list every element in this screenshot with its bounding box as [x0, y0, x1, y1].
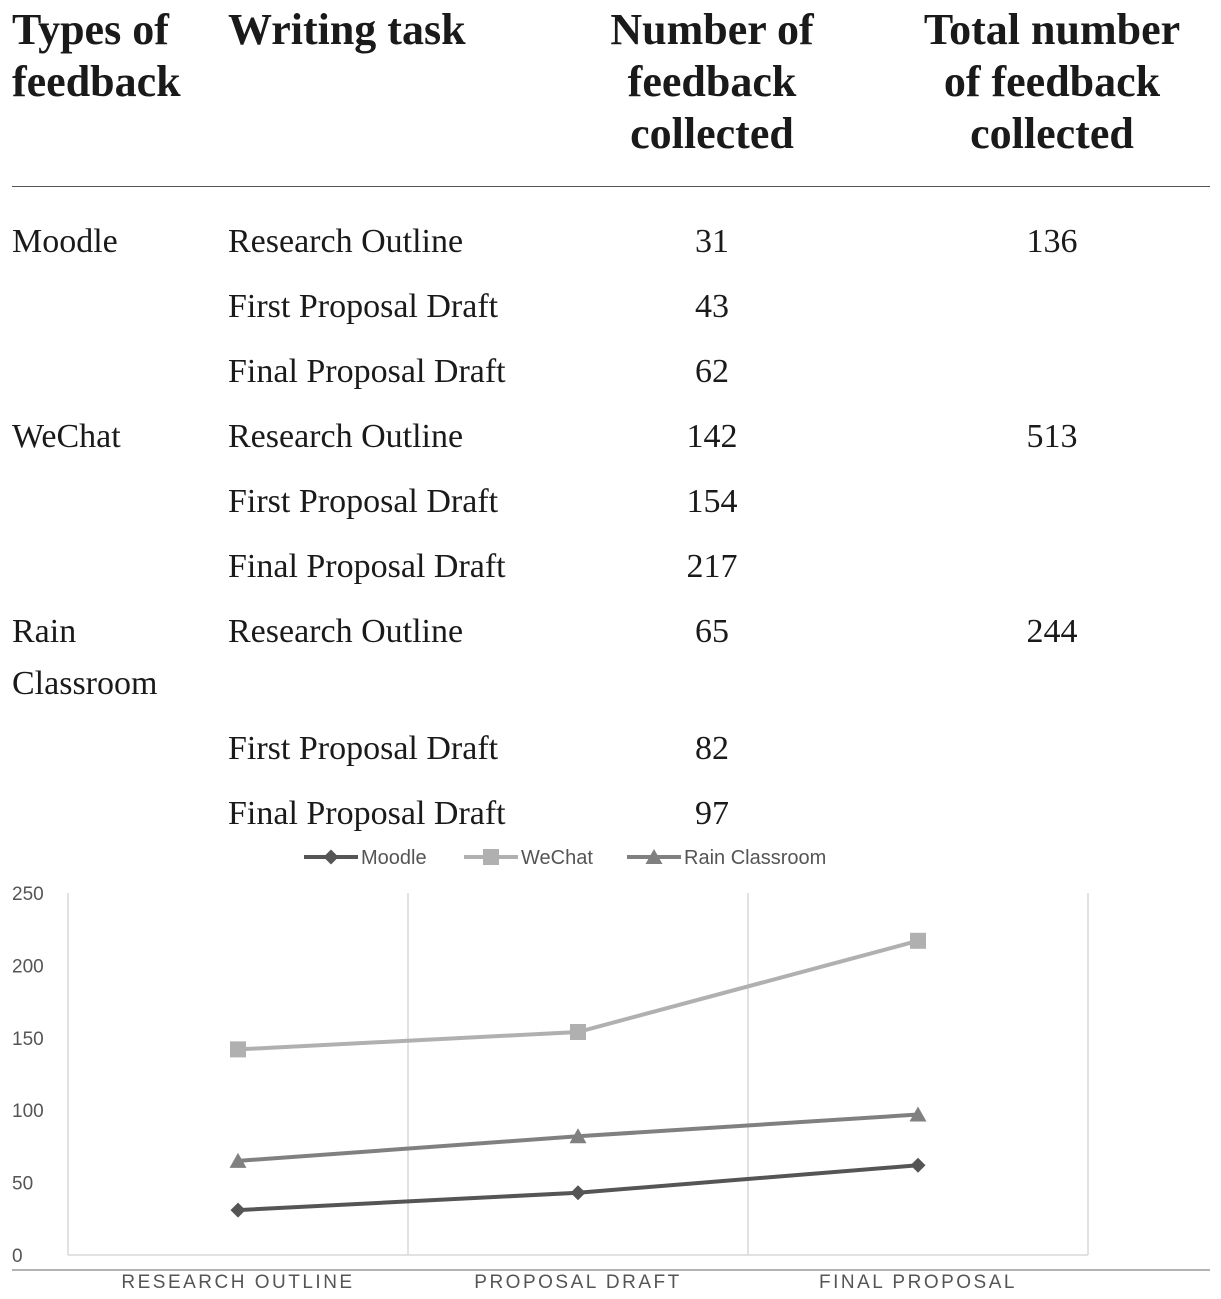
data-point	[230, 1041, 246, 1058]
header-number-collected: Number of feedback collected	[572, 4, 852, 160]
legend-item: Moodle	[304, 847, 427, 869]
x-tick-label: FINAL PROPOSAL	[819, 1272, 1017, 1293]
data-point	[909, 1106, 927, 1122]
platform-name-line: Rain	[12, 613, 77, 650]
platform-name: Moodle	[12, 216, 212, 268]
header-types-line: feedback	[12, 57, 181, 106]
data-point	[570, 1024, 586, 1041]
legend-item: WeChat	[464, 847, 593, 869]
writing-task: Final Proposal Draft	[228, 353, 506, 390]
header-number-line: Number of	[610, 5, 814, 54]
feedback-count: 97	[695, 795, 729, 832]
feedback-count: 217	[686, 548, 738, 585]
data-point	[229, 1152, 247, 1168]
total-count: 513	[1026, 418, 1078, 455]
writing-task: Final Proposal Draft	[228, 795, 506, 832]
legend-label: Rain Classroom	[684, 847, 826, 869]
feedback-count: 31	[695, 223, 729, 260]
total-count: 244	[1026, 613, 1078, 650]
feedback-count: 82	[695, 730, 729, 767]
data-point	[910, 1157, 926, 1173]
header-divider	[12, 186, 1210, 187]
legend-item: Rain Classroom	[627, 847, 826, 869]
writing-task: First Proposal Draft	[228, 730, 499, 767]
header-total-collected: Total number of feedback collected	[892, 4, 1212, 160]
data-point	[569, 1128, 587, 1144]
legend-marker	[483, 849, 499, 865]
feedback-count: 65	[695, 613, 729, 650]
platform-name-line: Moodle	[12, 223, 118, 260]
series-rain-classroom	[229, 1106, 927, 1168]
legend-label: Moodle	[361, 847, 427, 869]
header-total-line: of feedback	[943, 57, 1161, 106]
feedback-count: 43	[695, 288, 729, 325]
series-moodle	[230, 1157, 926, 1218]
writing-task: Research Outline	[228, 223, 464, 260]
header-types-of-feedback: Types of feedback	[12, 4, 212, 108]
feedback-count: 154	[686, 483, 738, 520]
total-count: 136	[1026, 223, 1078, 260]
y-tick-label: 250	[12, 884, 44, 905]
header-task-line: Writing task	[228, 5, 466, 54]
feedback-count: 62	[695, 353, 729, 390]
line-chart: 0 50 100 150 200 250 RESEARCH OUTLINE PROPOSAL …	[12, 847, 1210, 1293]
writing-task: Research Outline	[228, 418, 464, 455]
platform-name: WeChat	[12, 411, 212, 463]
writing-task: Research Outline	[228, 613, 464, 650]
platform-name-line: Classroom	[12, 665, 158, 702]
data-point	[910, 932, 926, 949]
feedback-count: 142	[686, 418, 738, 455]
writing-task: First Proposal Draft	[228, 288, 499, 325]
legend-marker	[645, 849, 663, 864]
header-number-line: collected	[630, 109, 794, 158]
x-tick-label: RESEARCH OUTLINE	[121, 1272, 354, 1293]
y-tick-label: 200	[12, 956, 44, 977]
legend-marker	[323, 849, 339, 865]
header-number-line: feedback	[627, 57, 797, 106]
writing-task: First Proposal Draft	[228, 483, 499, 520]
header-total-line: collected	[970, 109, 1134, 158]
writing-task: Final Proposal Draft	[228, 548, 506, 585]
y-tick-label: 150	[12, 1029, 44, 1050]
data-point	[570, 1185, 586, 1201]
header-types-line: Types of	[12, 5, 169, 54]
platform-name-line: WeChat	[12, 418, 121, 455]
platform-name: Rain Classroom	[12, 606, 212, 710]
header-writing-task: Writing task	[228, 4, 588, 56]
header-total-line: Total number	[923, 5, 1181, 54]
legend-label: WeChat	[521, 847, 593, 869]
y-tick-label: 50	[12, 1174, 33, 1195]
x-tick-label: PROPOSAL DRAFT	[474, 1272, 681, 1293]
y-tick-label: 0	[12, 1246, 23, 1267]
y-tick-label: 100	[12, 1101, 44, 1122]
series-wechat	[230, 932, 926, 1058]
data-point	[230, 1202, 246, 1218]
